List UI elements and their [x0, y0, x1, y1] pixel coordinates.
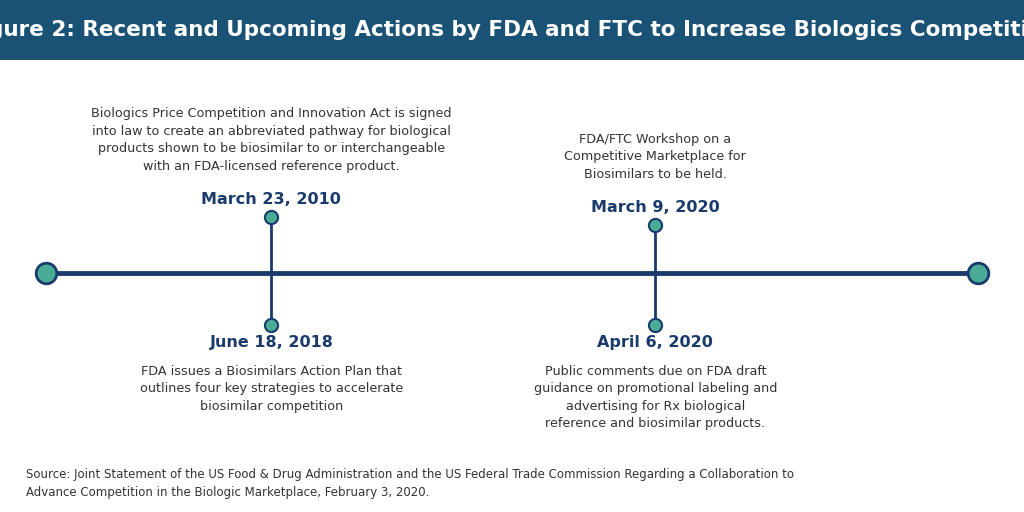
Text: FDA/FTC Workshop on a
Competitive Marketplace for
Biosimilars to be held.: FDA/FTC Workshop on a Competitive Market…	[564, 133, 746, 181]
Point	[38, 268, 54, 276]
Point	[970, 268, 986, 276]
Text: March 23, 2010: March 23, 2010	[202, 191, 341, 206]
Point	[647, 221, 664, 229]
Point	[263, 212, 280, 221]
Text: Source: Joint Statement of the US Food & Drug Administration and the US Federal : Source: Joint Statement of the US Food &…	[26, 468, 794, 500]
Text: March 9, 2020: March 9, 2020	[591, 200, 720, 215]
Text: Figure 2: Recent and Upcoming Actions by FDA and FTC to Increase Biologics Compe: Figure 2: Recent and Upcoming Actions by…	[0, 20, 1024, 40]
Text: April 6, 2020: April 6, 2020	[597, 335, 714, 350]
Text: FDA issues a Biosimilars Action Plan that
outlines four key strategies to accele: FDA issues a Biosimilars Action Plan tha…	[139, 365, 403, 413]
Point	[647, 321, 664, 329]
Text: June 18, 2018: June 18, 2018	[210, 335, 333, 350]
Text: Public comments due on FDA draft
guidance on promotional labeling and
advertisin: Public comments due on FDA draft guidanc…	[534, 365, 777, 430]
Text: Biologics Price Competition and Innovation Act is signed
into law to create an a: Biologics Price Competition and Innovati…	[91, 107, 452, 173]
Point	[263, 321, 280, 329]
